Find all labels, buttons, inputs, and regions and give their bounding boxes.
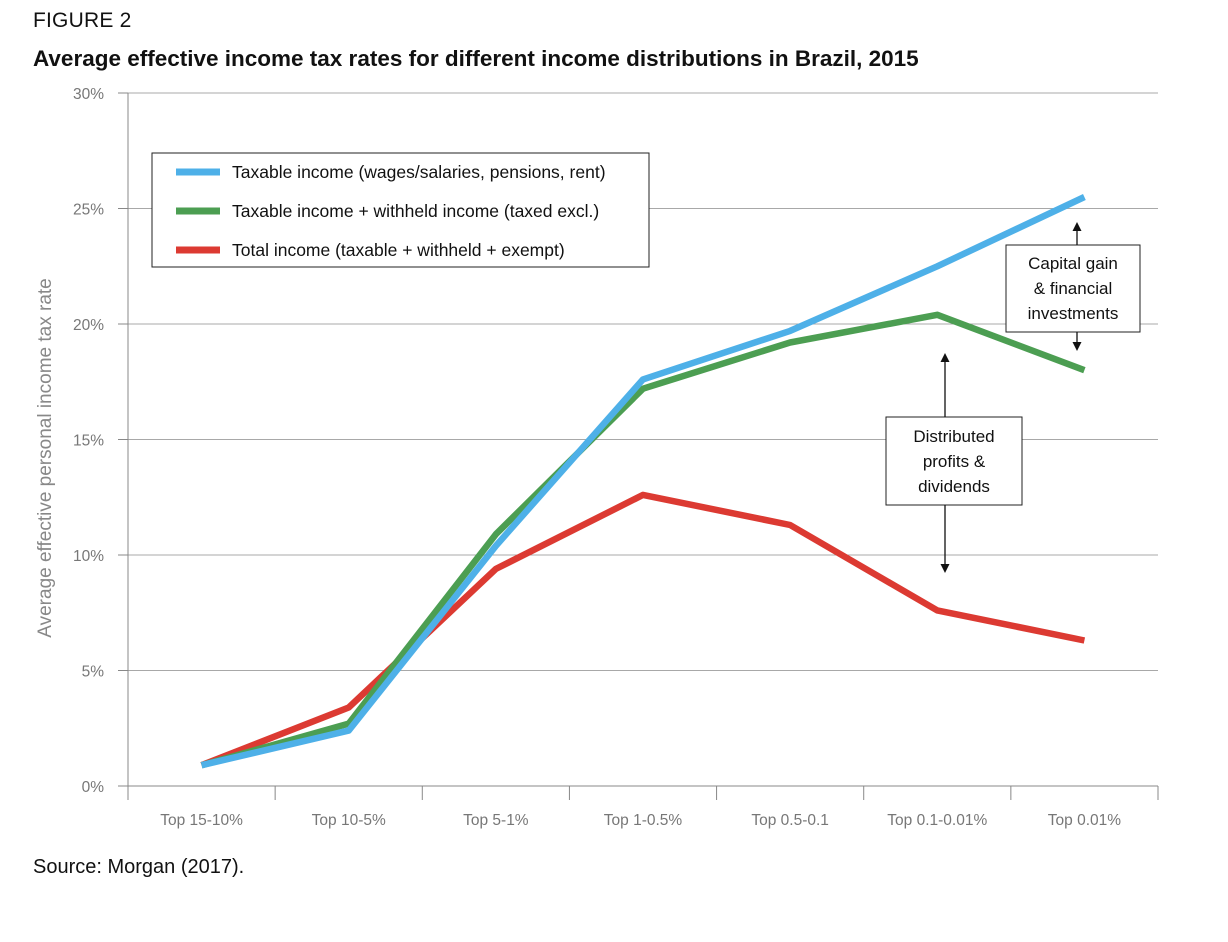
arrowhead-down	[940, 564, 950, 573]
annotation-text: & financial	[1034, 279, 1112, 298]
x-tick-label: Top 10-5%	[312, 812, 386, 829]
y-tick-label: 15%	[73, 433, 104, 450]
legend-label: Taxable income + withheld income (taxed …	[232, 201, 599, 221]
x-tick-label: Top 0.5-0.1	[751, 812, 829, 829]
annotation-box	[885, 416, 1023, 506]
y-tick-label: 10%	[73, 548, 104, 565]
y-tick-label: 0%	[82, 779, 105, 796]
y-tick-label: 30%	[73, 86, 104, 103]
annotation-box	[1005, 244, 1141, 333]
legend-box	[151, 152, 650, 268]
legend-label: Total income (taxable + withheld + exemp…	[232, 240, 565, 260]
x-tick-label: Top 5-1%	[463, 812, 529, 829]
annotation-text: Distributed	[913, 427, 994, 446]
annotation-text: Capital gain	[1028, 254, 1118, 273]
x-tick-label: Top 0.1-0.01%	[887, 812, 987, 829]
annotation-text: dividends	[918, 477, 990, 496]
x-tick-label: Top 1-0.5%	[604, 812, 683, 829]
y-tick-label: 25%	[73, 202, 104, 219]
arrowhead-up	[940, 353, 950, 362]
annotation-text: investments	[1028, 304, 1119, 323]
chart-title: Average effective income tax rates for d…	[33, 46, 919, 71]
x-tick-label: Top 0.01%	[1048, 812, 1121, 829]
annotation-text: profits &	[923, 452, 986, 471]
x-tick-label: Top 15-10%	[160, 812, 243, 829]
figure-label: FIGURE 2	[33, 9, 132, 32]
y-tick-label: 5%	[82, 664, 105, 681]
y-tick-label: 20%	[73, 317, 104, 334]
y-axis-title: Average effective personal income tax ra…	[35, 278, 56, 637]
arrowhead-up	[1072, 222, 1082, 231]
legend-label: Taxable income (wages/salaries, pensions…	[232, 162, 606, 182]
arrowhead-down	[1072, 342, 1082, 351]
source-note: Source: Morgan (2017).	[33, 856, 245, 878]
